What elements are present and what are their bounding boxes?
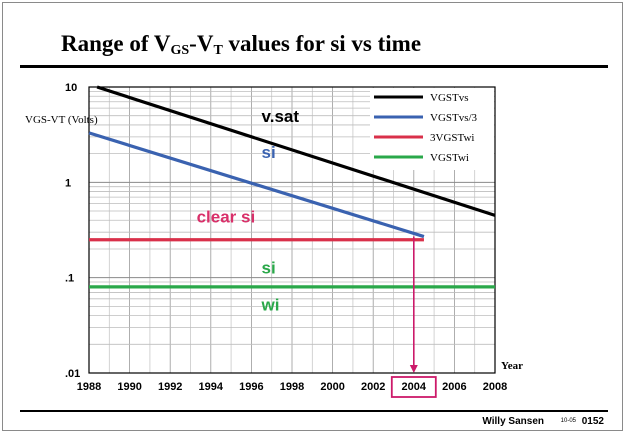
x-tick-label: 1988: [77, 381, 101, 393]
y-tick-label: .01: [65, 368, 80, 380]
slide-title: Range of VGS-VT values for si vs time: [61, 31, 601, 59]
x-tick-label: 2004: [402, 381, 427, 393]
x-tick-label: 2002: [361, 381, 385, 393]
series-annotation: v.sat: [262, 107, 300, 126]
plot-area-border: [88, 86, 496, 374]
x-tick-label: 1992: [158, 381, 182, 393]
chart-series: [88, 85, 496, 289]
title-text-part: -V: [189, 31, 214, 56]
footer-page-number: 0152: [581, 416, 604, 427]
x-tick-label: 1994: [199, 381, 224, 393]
y-tick-label: .1: [65, 273, 74, 285]
x-tick-label: 1998: [280, 381, 304, 393]
x-axis-label: Year: [501, 360, 523, 372]
legend-entry: VGSTvs/3: [430, 112, 478, 124]
y-axis-label: VGS-VT (Volts): [25, 114, 98, 126]
footer-author: Willy Sansen: [482, 416, 544, 427]
x-tick-label: 1996: [239, 381, 263, 393]
title-subscript-t: T: [213, 43, 223, 58]
y-tick-label: 10: [65, 82, 77, 94]
series-annotation: si: [262, 143, 276, 162]
series-annotation: si: [262, 259, 276, 278]
legend-entry: VGSTvs: [430, 92, 469, 104]
legend-entry: 3VGSTwi: [430, 132, 474, 144]
title-rule: [20, 65, 608, 68]
x-tick-label: 1990: [117, 381, 141, 393]
year-highlight: [390, 236, 437, 398]
x-tick-label: 2000: [320, 381, 344, 393]
y-tick-label: 1: [65, 177, 71, 189]
chart-tick-labels: 1988 1990 1992 1994 1996 1998 2000 2002 2004 2006…: [65, 82, 507, 393]
highlight-year-box: [390, 376, 437, 398]
series-line-vgstvs-3: [88, 131, 425, 239]
highlight-arrow-head: [409, 365, 418, 373]
chart-annotations: v.sat si clear si si wi: [197, 107, 300, 315]
x-tick-label: 2006: [442, 381, 466, 393]
title-text-part: values for si vs time: [222, 31, 422, 56]
slide: Range of VGS-VT values for si vs time 19…: [2, 2, 623, 431]
log-line-chart: 1988 1990 1992 1994 1996 1998 2000 2002 2004 2006…: [25, 82, 523, 398]
x-tick-label: 2008: [483, 381, 507, 393]
legend-entry: VGSTwi: [430, 152, 469, 164]
title-text-part: Range of V: [61, 31, 171, 56]
chart-legend: VGSTvs VGSTvs/3 3VGSTwi VGSTwi: [370, 88, 494, 170]
series-annotation: clear si: [197, 207, 256, 226]
series-line-vgstvs: [96, 85, 496, 217]
footer-rule: [20, 410, 608, 412]
title-subscript-gs: GS: [170, 43, 190, 58]
footer-date: 10-05: [560, 418, 576, 424]
series-annotation: wi: [261, 296, 280, 315]
